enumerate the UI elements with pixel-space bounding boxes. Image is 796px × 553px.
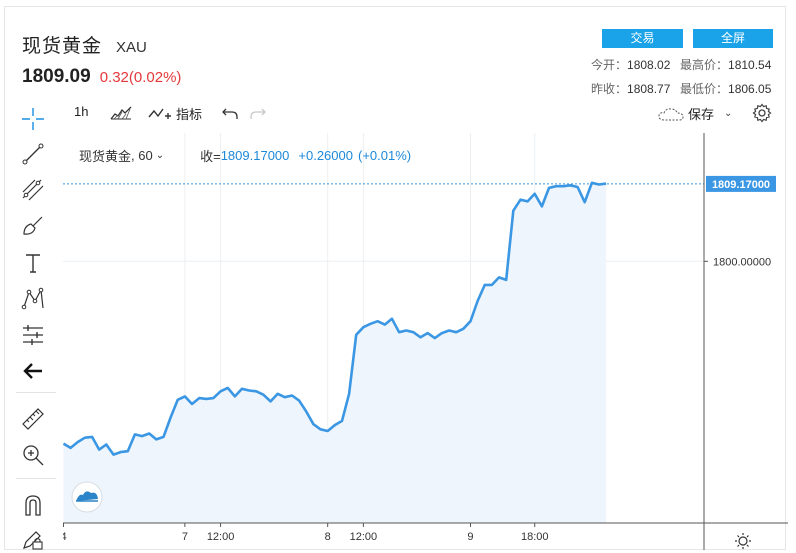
legend-change: +0.26000: [298, 148, 353, 163]
crosshair-icon[interactable]: [20, 106, 46, 132]
indicators-icon: [148, 108, 171, 119]
save-chevron-icon: ⌄: [724, 108, 733, 119]
redo-icon[interactable]: [250, 106, 266, 120]
x-tick-label: 12:00: [207, 531, 235, 543]
legend-change-pct: (+0.01%): [357, 148, 412, 163]
axis-ticks: 4 7 12:00 8 12:00 9 18:00 1800.00000: [60, 256, 771, 543]
stat-prev-close-value: 1808.77: [627, 82, 671, 96]
settings-gear-icon[interactable]: [752, 103, 772, 123]
price-chart[interactable]: 4 7 12:00 8 12:00 9 18:00 1800.00000 1809.17000: [60, 133, 788, 550]
price-area-fill: [63, 182, 607, 524]
stat-open-value: 1808.02: [627, 58, 671, 72]
brush-icon[interactable]: [20, 213, 46, 239]
indicators-button[interactable]: 指标: [148, 104, 202, 123]
x-tick-label: 7: [182, 531, 188, 543]
current-price-badge: 1809.17000: [706, 175, 776, 192]
price-series-line: [62, 181, 607, 456]
legend-symbol: 现货黄金: [79, 149, 132, 164]
sidebar-divider: [16, 478, 56, 479]
legend-close-value: 1809.17000: [220, 148, 290, 163]
measure-icon[interactable]: [20, 322, 46, 348]
current-price-badge-label: 1809.17000: [712, 179, 770, 191]
x-tick-label: 8: [325, 531, 331, 543]
legend-interval: 60: [138, 148, 153, 163]
stat-low-value: 1806.05: [728, 82, 772, 96]
tradingview-logo-icon[interactable]: [71, 481, 103, 513]
last-price: 1809.09: [22, 66, 91, 87]
x-tick-label: 12:00: [350, 531, 378, 543]
cloud-icon: [658, 107, 684, 120]
chart-legend: 现货黄金 , 60 ⌄ 收= 1809.17000 +0.26000 (+0.0…: [79, 148, 412, 164]
trend-line-icon[interactable]: [20, 141, 46, 167]
trade-button[interactable]: 交易: [602, 29, 683, 48]
undo-icon[interactable]: [222, 106, 238, 120]
chart-style-icon[interactable]: [110, 106, 132, 120]
chart-canvas: 4 7 12:00 8 12:00 9 18:00 1800.00000 1809.17000: [60, 133, 788, 550]
stat-open: 今开：1808.02: [591, 58, 671, 72]
stat-high: 最高价：1810.54: [680, 58, 772, 72]
legend-close-label: 收=: [200, 149, 221, 164]
lock-pencil-icon[interactable]: [20, 526, 46, 552]
magnet-icon[interactable]: [20, 492, 46, 518]
save-button[interactable]: 保存 ⌄: [658, 104, 732, 123]
ruler-icon[interactable]: [20, 406, 46, 432]
drawing-toolbar: [12, 100, 56, 550]
price-summary: 1809.09 0.32 (0.02%): [22, 66, 181, 88]
instrument-symbol: XAU: [116, 39, 147, 56]
instrument-name: 现货黄金: [22, 36, 103, 57]
sidebar-divider: [16, 392, 56, 393]
timezone-settings-icon[interactable]: [735, 533, 751, 549]
instrument-title: 现货黄金 XAU: [22, 31, 147, 58]
price-change: 0.32: [99, 69, 129, 86]
fullscreen-button[interactable]: 全屏: [693, 29, 773, 48]
text-icon[interactable]: [20, 250, 46, 276]
pattern-icon[interactable]: [20, 286, 46, 312]
zoom-in-icon[interactable]: [20, 442, 46, 468]
y-tick-label: 1800.00000: [713, 256, 771, 268]
price-change-pct: (0.02%): [128, 69, 182, 86]
x-tick-label: 9: [467, 531, 473, 543]
chart-axes: [63, 133, 788, 550]
stat-low: 最低价：1806.05: [680, 82, 772, 96]
chart-toolbar: 1h 指标 保存 ⌄: [0, 100, 796, 128]
interval-selector[interactable]: 1h: [74, 104, 89, 119]
stat-prev-close: 昨收：1808.77: [591, 82, 671, 96]
back-arrow-icon[interactable]: [20, 358, 46, 384]
legend-chevron-icon[interactable]: ⌄: [155, 150, 165, 161]
fib-icon[interactable]: [20, 177, 46, 203]
stat-high-value: 1810.54: [728, 58, 772, 72]
current-price-badge-bg: [706, 175, 776, 192]
x-tick-label: 18:00: [521, 531, 549, 543]
x-tick-label: 4: [63, 531, 67, 543]
